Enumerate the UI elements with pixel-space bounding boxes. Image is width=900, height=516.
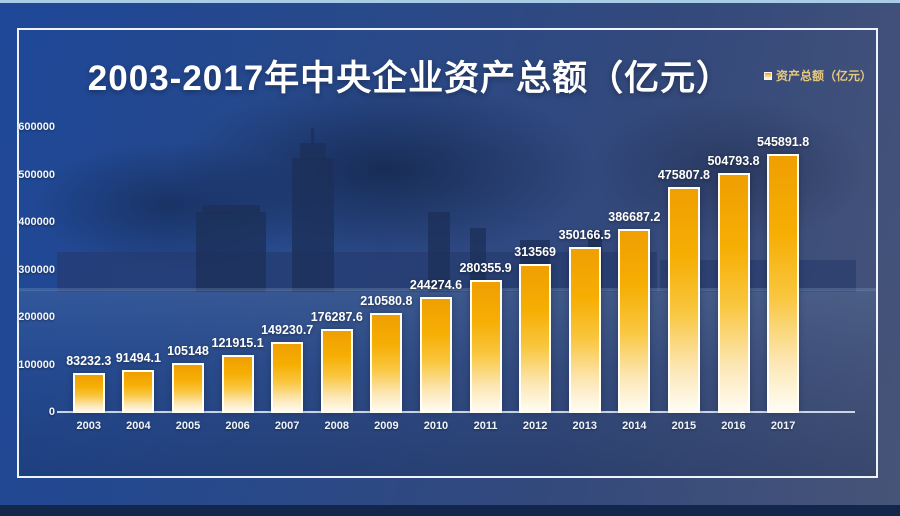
y-axis-tick-label: 400000	[18, 216, 55, 228]
bars-container: 83232.3 91494.1 105148 121915.1 149230.7 1762…	[64, 128, 810, 413]
x-axis-label: 2013	[572, 420, 597, 432]
y-axis-tick-label: 0	[48, 406, 55, 418]
y-axis-tick-label: 500000	[18, 168, 55, 181]
bar-slot: 280355.9	[459, 128, 512, 413]
bar-value-label: 280355.9	[459, 261, 512, 275]
tower-silhouette	[292, 158, 334, 292]
bar-slot: 176287.6	[310, 128, 363, 413]
bar	[320, 329, 353, 413]
chart-frame	[17, 28, 878, 478]
bar	[370, 313, 403, 413]
x-axis-labels: 2003 2004 2005 2006 2007 2008 2009 2010 2011 2012…	[64, 420, 808, 432]
legend-label: 资产总额（亿元）	[775, 69, 872, 83]
bar-slot: 105148	[163, 128, 213, 413]
bar-value-label: 545891.8	[757, 135, 810, 149]
y-axis-tick-label: 200000	[18, 311, 55, 323]
bar	[667, 187, 700, 413]
bar-value-label: 504793.8	[707, 154, 760, 168]
horizon-line	[19, 288, 876, 291]
bar-slot: 475807.8	[657, 128, 710, 413]
bar-value-label: 149230.7	[261, 323, 314, 337]
bar	[767, 154, 800, 413]
y-axis-ticks: 0 100000 200000 300000 400000 500000 600000	[0, 121, 55, 418]
bar-value-label: 386687.2	[608, 210, 661, 224]
bar-slot: 121915.1	[211, 128, 264, 413]
chart-title: 2003-2017年中央企业资产总额（亿元）	[87, 59, 733, 98]
building-silhouette	[196, 212, 266, 292]
x-axis-label: 2016	[721, 420, 746, 432]
x-axis-label: 2008	[324, 420, 349, 432]
bar-slot: 244274.6	[409, 128, 463, 413]
bar	[568, 247, 601, 413]
x-axis-line	[57, 411, 855, 413]
x-axis-label: 2006	[225, 420, 250, 432]
bar-value-label: 244274.6	[409, 278, 463, 292]
bar	[122, 370, 155, 413]
bar	[171, 363, 204, 413]
x-axis-label: 2007	[274, 420, 300, 432]
legend-swatch-icon	[763, 71, 772, 80]
bar-slot: 386687.2	[608, 128, 661, 413]
bar-value-label: 91494.1	[115, 351, 161, 365]
bar-slot: 91494.1	[114, 128, 164, 413]
bar	[519, 264, 552, 413]
x-axis-label: 2014	[622, 420, 647, 432]
x-axis-label: 2005	[175, 420, 201, 432]
bar-value-label: 83232.3	[66, 354, 112, 368]
y-axis-tick-label: 600000	[18, 121, 55, 133]
bar-slot: 545891.8	[757, 128, 810, 413]
building-silhouette	[428, 212, 450, 292]
x-axis-label: 2004	[126, 420, 151, 432]
bar-slot: 313569	[510, 128, 560, 413]
x-axis-label: 2009	[374, 420, 399, 432]
tower-spire	[311, 128, 314, 144]
top-edge-strip	[0, 0, 900, 3]
bar	[72, 373, 105, 413]
bar	[419, 297, 452, 413]
bar-value-label: 313569	[514, 245, 556, 259]
x-axis-label: 2011	[473, 420, 498, 432]
bar-value-label: 475807.8	[657, 168, 710, 182]
bar-value-label: 350166.5	[558, 228, 611, 242]
bar-value-label: 105148	[167, 344, 209, 358]
building-silhouette	[57, 252, 657, 292]
x-axis-label: 2017	[770, 420, 796, 432]
x-axis-label: 2015	[671, 420, 697, 432]
bar	[221, 355, 254, 413]
x-axis-label: 2012	[522, 420, 548, 432]
bar-slot: 504793.8	[707, 128, 760, 413]
x-axis-label: 2010	[423, 420, 449, 432]
x-axis-label: 2003	[76, 420, 102, 432]
bar-value-label: 210580.8	[360, 294, 413, 308]
bottom-edge-strip	[0, 505, 900, 516]
bar-value-label: 176287.6	[310, 310, 363, 324]
building-silhouette	[202, 205, 260, 214]
bar-slot: 350166.5	[558, 128, 611, 413]
bar-slot: 83232.3	[64, 128, 114, 413]
bar	[469, 280, 502, 413]
bar	[717, 173, 750, 413]
bar-slot: 149230.7	[261, 128, 314, 413]
tower-crown	[300, 143, 326, 160]
y-axis-tick-label: 100000	[18, 358, 55, 371]
bar	[618, 229, 651, 413]
building-silhouette	[470, 228, 486, 292]
bar	[271, 342, 304, 413]
legend: 资产总额（亿元）	[763, 67, 872, 84]
y-axis-tick-label: 300000	[18, 263, 55, 276]
bar-slot: 210580.8	[360, 128, 413, 413]
bar-value-label: 121915.1	[211, 336, 264, 350]
